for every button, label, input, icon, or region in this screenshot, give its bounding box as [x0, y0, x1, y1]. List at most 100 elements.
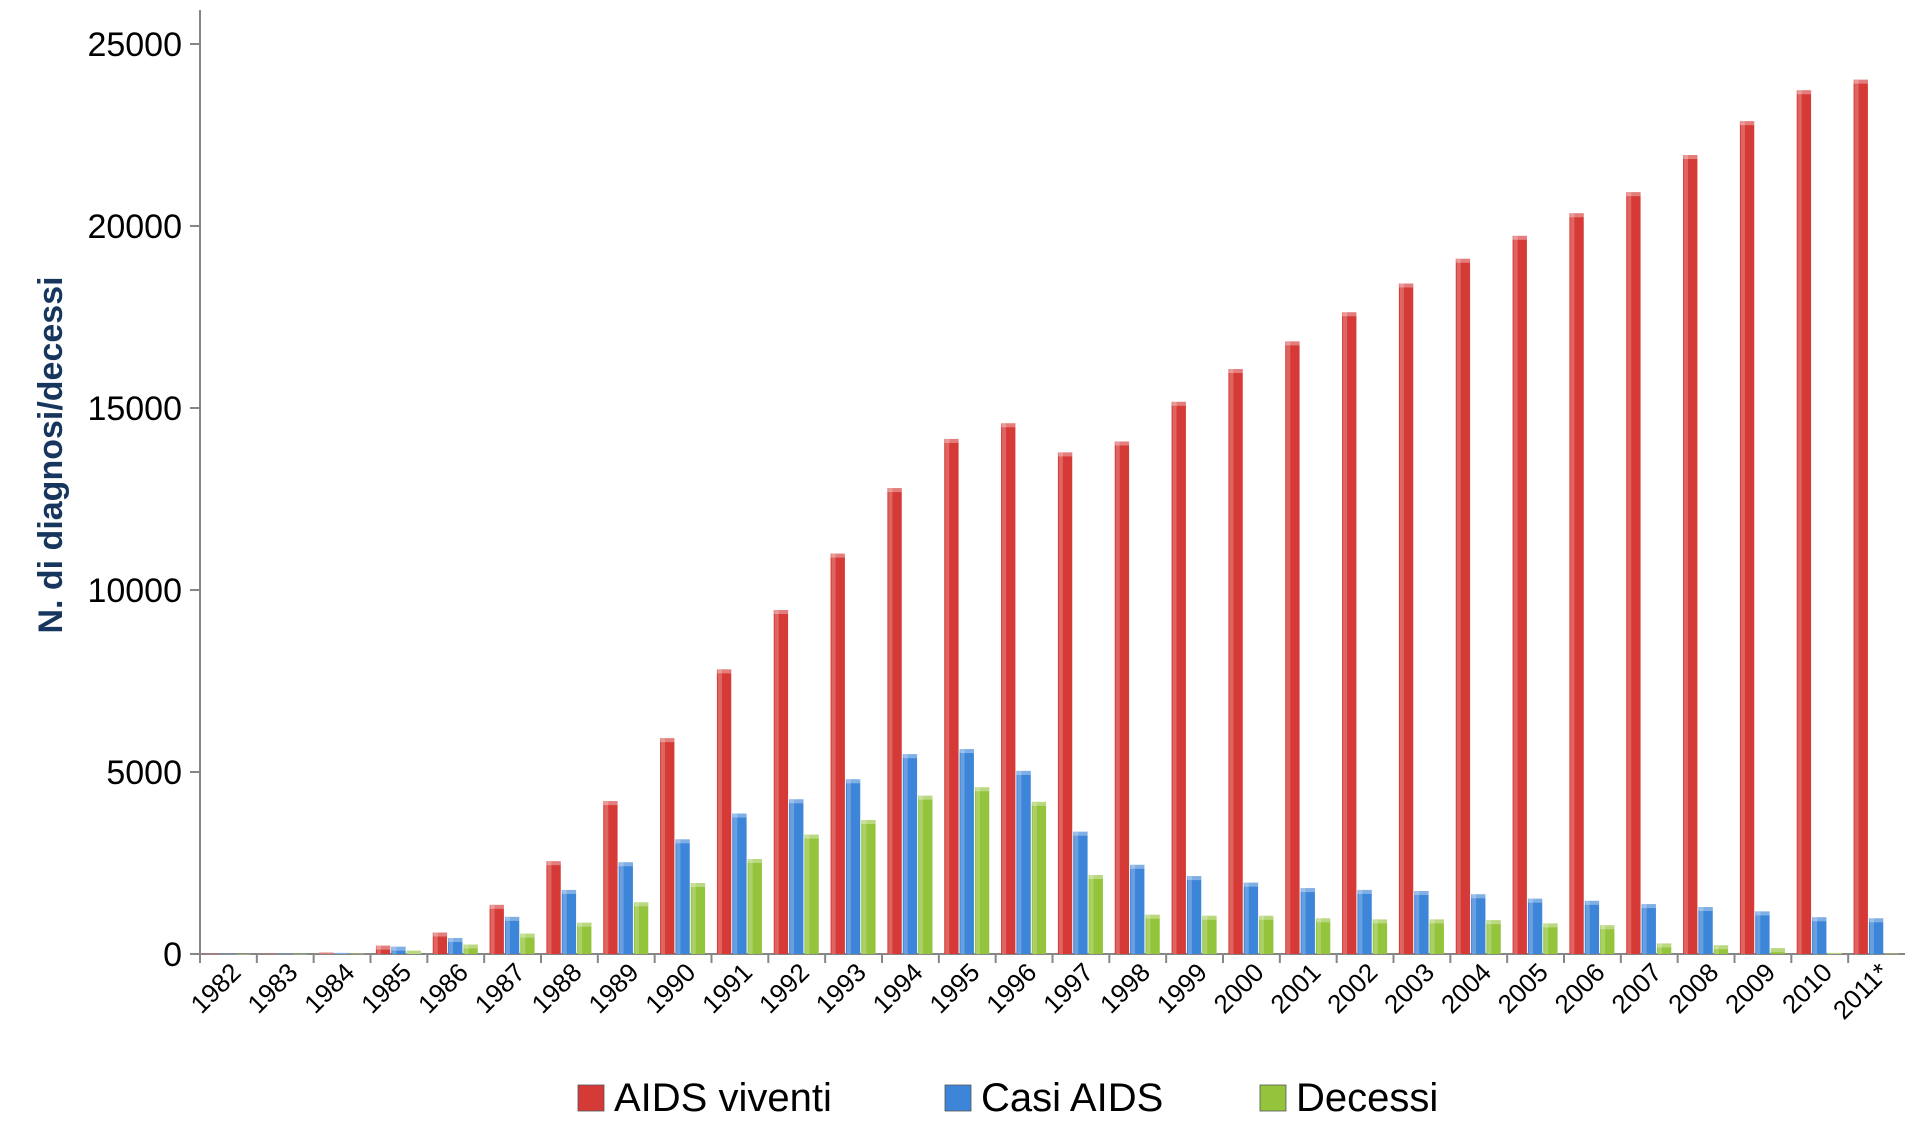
bar-decessi	[1600, 925, 1615, 954]
bar-cap	[349, 953, 365, 955]
bar-aids-viventi	[489, 904, 504, 954]
x-tick-label: 1988	[526, 957, 588, 1019]
bar-cap	[1796, 90, 1812, 95]
bar-cap	[391, 946, 406, 951]
bar-cap	[1031, 801, 1047, 806]
bar-cap	[618, 862, 633, 867]
bar-cap	[902, 754, 918, 759]
bar-aids-viventi	[1057, 452, 1073, 954]
bar-cap	[220, 953, 236, 955]
bar-decessi	[1315, 918, 1331, 954]
bar-decessi	[1372, 919, 1388, 954]
bar-cap	[633, 902, 649, 907]
bar-cap	[1186, 876, 1202, 881]
bar-highlight	[433, 932, 438, 954]
x-tick-label: 1982	[185, 957, 247, 1019]
legend-swatch	[577, 1084, 605, 1112]
bar-decessi	[1713, 945, 1729, 954]
x-tick-label: 2005	[1492, 957, 1554, 1019]
bar-cap	[918, 795, 933, 800]
bar-cap	[1641, 904, 1656, 909]
bar-decessi	[1031, 801, 1047, 954]
bar-cap	[603, 801, 618, 806]
bar-cap	[747, 858, 762, 863]
bar-cap	[1868, 918, 1884, 923]
bar-highlight	[1627, 192, 1632, 954]
y-tick-label: 0	[163, 936, 182, 974]
bar-casi-aids	[1755, 911, 1770, 954]
bar-casi-aids	[675, 839, 690, 954]
bar-cap	[448, 937, 463, 942]
x-tick-label: 2009	[1719, 957, 1781, 1019]
bar-cap	[716, 669, 732, 674]
legend-label: Decessi	[1296, 1076, 1438, 1120]
bar-aids-viventi	[1171, 401, 1186, 954]
bar-highlight	[960, 749, 965, 954]
bar-casi-aids	[561, 889, 577, 954]
bar-cap	[773, 610, 789, 615]
bar-cap	[1202, 915, 1217, 920]
bar-aids-viventi	[1001, 423, 1016, 955]
bar-casi-aids	[1186, 876, 1202, 954]
bar-casi-aids	[845, 779, 861, 954]
bar-highlight	[919, 795, 924, 954]
bar-casi-aids	[220, 953, 236, 955]
bar-cap	[577, 922, 592, 927]
bar-decessi	[406, 950, 421, 954]
bar-highlight	[1714, 945, 1719, 954]
bar-highlight	[464, 944, 469, 954]
bar-cap	[1698, 907, 1713, 912]
bar-highlight	[903, 754, 908, 954]
bar-highlight	[691, 883, 696, 954]
bar-cap	[1285, 341, 1300, 346]
bar-cap	[1584, 900, 1600, 905]
bar-cap	[504, 916, 520, 921]
bar-cap	[1300, 888, 1315, 893]
bar-cap	[432, 932, 448, 937]
x-tick-label: 1989	[582, 957, 644, 1019]
y-axis: 0 5000 10000 15000 20000 25000	[87, 10, 201, 974]
x-tick-label: 2006	[1549, 957, 1611, 1019]
bar-decessi	[1486, 920, 1501, 954]
bar-casi-aids	[1584, 900, 1600, 954]
bar-decessi	[974, 787, 990, 954]
bar-highlight	[1430, 919, 1435, 954]
bar-cap	[463, 944, 478, 949]
bar-cap	[660, 738, 675, 743]
bar-highlight	[1528, 898, 1533, 954]
bar-decessi	[292, 953, 308, 955]
legend-swatch	[944, 1084, 972, 1112]
bar-casi-aids	[1471, 894, 1486, 954]
x-tick-label: 1987	[469, 957, 531, 1019]
x-tick-label: 2004	[1435, 957, 1497, 1019]
bar-aids-viventi	[1398, 283, 1414, 955]
bar-casi-aids	[448, 937, 463, 954]
bar-decessi	[1827, 952, 1842, 954]
bar-casi-aids	[618, 862, 633, 954]
bar-highlight	[1244, 882, 1249, 954]
bar-casi-aids	[1641, 904, 1656, 954]
bar-cap	[277, 953, 292, 955]
bar-aids-viventi	[1739, 121, 1755, 955]
x-tick-label: 1984	[298, 957, 360, 1019]
bar-cap	[1171, 401, 1186, 406]
bar-highlight	[490, 904, 495, 954]
bar-cap	[974, 787, 990, 792]
bar-aids-viventi	[944, 438, 959, 954]
bar-aids-viventi	[1796, 90, 1812, 954]
bar-highlight	[604, 801, 609, 954]
bar-cap	[1259, 915, 1274, 920]
bar-cap	[1342, 312, 1357, 317]
bar-decessi	[577, 922, 592, 954]
bar-aids-viventi	[603, 801, 618, 954]
bar-aids-viventi	[205, 953, 220, 955]
x-tick-label: 1996	[980, 957, 1042, 1019]
x-tick-label: 1990	[639, 957, 701, 1019]
bar-decessi	[633, 902, 649, 954]
bar-cap	[1398, 283, 1414, 288]
bar-decessi	[918, 795, 933, 954]
bar-highlight	[790, 799, 795, 954]
bar-highlight	[578, 922, 583, 954]
bar-aids-viventi	[716, 669, 732, 954]
